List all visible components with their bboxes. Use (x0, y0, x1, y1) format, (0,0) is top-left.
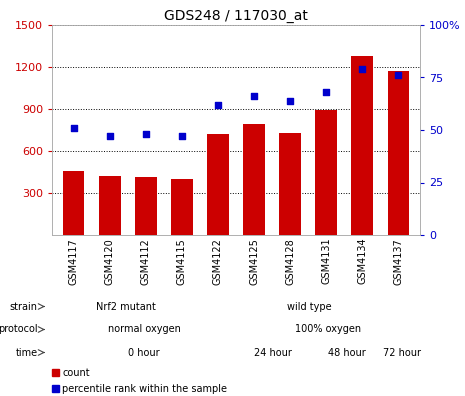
Point (250, 93, 258, 99)
Point (395, 72, 402, 78)
Text: Nrf2 mutant: Nrf2 mutant (96, 301, 155, 312)
Text: 24 hour: 24 hour (254, 348, 292, 358)
Text: 0 hour: 0 hour (128, 348, 160, 358)
Point (322, 89, 330, 95)
Bar (135, 177, 157, 235)
Bar (315, 110, 337, 235)
Bar (99, 176, 120, 235)
Point (106, 133, 113, 139)
Bar (207, 134, 229, 235)
Text: normal oxygen: normal oxygen (107, 324, 180, 335)
Text: wild type: wild type (287, 301, 332, 312)
Text: 72 hour: 72 hour (383, 348, 421, 358)
Text: protocol: protocol (0, 324, 38, 335)
Text: 48 hour: 48 hour (327, 348, 365, 358)
Bar (171, 179, 193, 235)
Bar (63, 171, 85, 235)
Bar (279, 133, 301, 235)
Bar (387, 70, 409, 235)
Point (214, 102, 222, 108)
Bar (52, 369, 59, 377)
Title: GDS248 / 117030_at: GDS248 / 117030_at (164, 9, 308, 23)
Point (286, 97, 294, 104)
Text: strain: strain (9, 301, 38, 312)
Bar (52, 385, 59, 392)
Text: count: count (62, 368, 90, 378)
Bar (243, 124, 265, 235)
Point (178, 133, 186, 139)
Point (70, 125, 77, 131)
Text: 100% oxygen: 100% oxygen (295, 324, 361, 335)
Point (142, 131, 150, 137)
Text: time: time (15, 348, 38, 358)
Bar (352, 56, 373, 235)
Point (359, 66, 366, 72)
Text: percentile rank within the sample: percentile rank within the sample (62, 384, 227, 394)
